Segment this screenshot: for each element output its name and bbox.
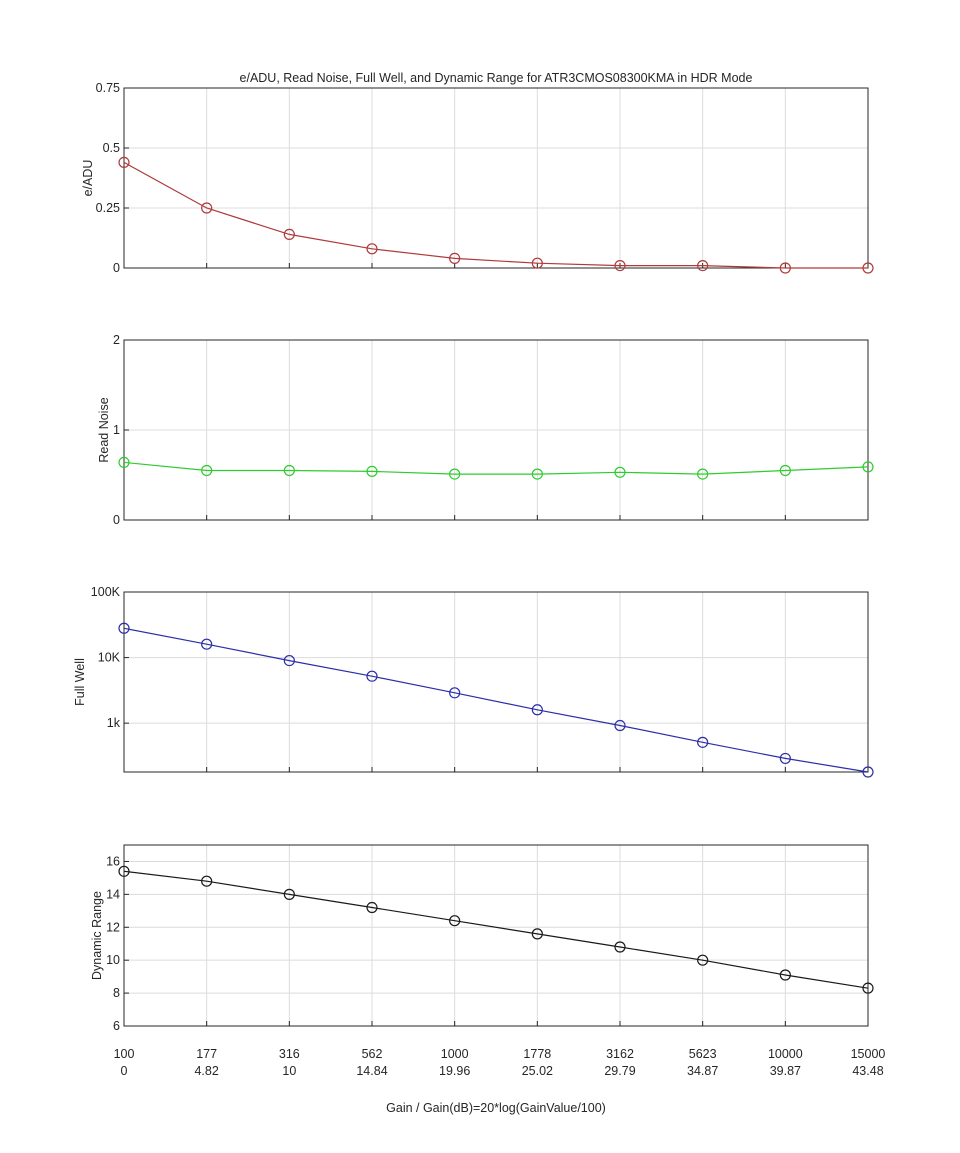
x-tick-label-db: 4.82 bbox=[194, 1064, 218, 1078]
dynamic-range-series-line bbox=[123, 870, 869, 989]
x-axis-label: Gain / Gain(dB)=20*log(GainValue/100) bbox=[386, 1101, 606, 1115]
e-adu-y-tick-label: 0.5 bbox=[103, 141, 120, 155]
x-tick-label-gain: 177 bbox=[196, 1047, 217, 1061]
e-adu-data-point bbox=[862, 262, 874, 274]
x-tick-label-db: 39.87 bbox=[770, 1064, 801, 1078]
e-adu-y-tick-label: 0.25 bbox=[96, 201, 120, 215]
read-noise-y-tick-label: 1 bbox=[113, 423, 120, 437]
full-well-y-tick-label: 1k bbox=[107, 716, 121, 730]
x-tick-label-gain: 3162 bbox=[606, 1047, 634, 1061]
dynamic-range-data-point bbox=[862, 982, 874, 994]
x-tick-label-db: 29.79 bbox=[604, 1064, 635, 1078]
e-adu-panel: 0 0.25 0.5 0.75 e/ADU bbox=[81, 81, 874, 275]
x-tick-labels: 100 177 316 562 1000 1778 3162 5623 10000 15000 0 4… bbox=[114, 1047, 886, 1078]
read-noise-data-point bbox=[862, 461, 874, 473]
x-tick-label-gain: 562 bbox=[362, 1047, 383, 1061]
dynamic-range-y-tick-label: 6 bbox=[113, 1019, 120, 1033]
dynamic-range-y-axis-label: Dynamic Range bbox=[90, 891, 104, 980]
full-well-y-tick-label: 100K bbox=[91, 585, 121, 599]
dynamic-range-data-point bbox=[614, 941, 626, 953]
read-noise-data-point bbox=[366, 465, 378, 477]
read-noise-data-point bbox=[283, 464, 295, 477]
full-well-data-point bbox=[614, 719, 626, 732]
e-adu-y-tick-label: 0.75 bbox=[96, 81, 120, 95]
e-adu-data-point bbox=[283, 228, 295, 240]
full-well-data-point bbox=[366, 670, 378, 682]
e-adu-y-tick-label: 0 bbox=[113, 261, 120, 275]
dynamic-range-data-point bbox=[779, 969, 791, 981]
x-tick-label-db: 43.48 bbox=[852, 1064, 883, 1078]
dynamic-range-y-tick-label: 16 bbox=[106, 854, 120, 868]
read-noise-series-line bbox=[123, 461, 869, 475]
full-well-data-point bbox=[779, 752, 791, 765]
full-well-data-point bbox=[531, 704, 543, 716]
full-well-data-point bbox=[697, 736, 709, 748]
read-noise-data-point bbox=[697, 468, 709, 480]
full-well-panel: 1k 10K 100K Full Well bbox=[73, 585, 874, 778]
e-adu-data-point bbox=[531, 257, 543, 269]
full-well-data-point bbox=[862, 766, 874, 778]
full-well-data-point bbox=[449, 687, 461, 699]
read-noise-data-point bbox=[118, 456, 130, 468]
read-noise-y-tick-label: 2 bbox=[113, 333, 120, 347]
e-adu-series-line bbox=[123, 161, 868, 269]
e-adu-data-point bbox=[614, 260, 626, 272]
full-well-data-point bbox=[283, 654, 295, 667]
dynamic-range-axes-box bbox=[123, 844, 869, 1027]
read-noise-data-point bbox=[614, 466, 626, 478]
e-adu-data-point bbox=[201, 202, 213, 214]
e-adu-data-point bbox=[779, 262, 791, 274]
dynamic-range-y-tick-label: 8 bbox=[113, 986, 120, 1000]
x-tick-label-db: 14.84 bbox=[356, 1064, 387, 1078]
dynamic-range-y-tick-label: 14 bbox=[106, 887, 120, 901]
x-tick-label-gain: 100 bbox=[114, 1047, 135, 1061]
read-noise-y-axis-label: Read Noise bbox=[97, 397, 111, 462]
x-tick-label-db: 25.02 bbox=[522, 1064, 553, 1078]
x-tick-label-db: 0 bbox=[121, 1064, 128, 1078]
dynamic-range-data-point bbox=[366, 901, 378, 914]
dynamic-range-data-point bbox=[531, 928, 543, 940]
read-noise-axes-box bbox=[123, 339, 869, 521]
dynamic-range-data-point bbox=[283, 888, 295, 900]
figure-title: e/ADU, Read Noise, Full Well, and Dynami… bbox=[240, 71, 753, 85]
read-noise-y-tick-label: 0 bbox=[113, 513, 120, 527]
full-well-data-point bbox=[201, 638, 213, 650]
dynamic-range-data-point bbox=[118, 865, 130, 877]
full-well-series-line bbox=[123, 627, 869, 773]
full-well-data-point bbox=[118, 622, 130, 634]
x-tick-label-gain: 5623 bbox=[689, 1047, 717, 1061]
dynamic-range-data-point bbox=[449, 915, 461, 927]
dynamic-range-panel: 6 8 10 12 14 16 Dynamic Range bbox=[90, 844, 874, 1033]
x-tick-label-gain: 1778 bbox=[523, 1047, 551, 1061]
dynamic-range-y-tick-label: 10 bbox=[106, 953, 120, 967]
x-tick-label-gain: 1000 bbox=[441, 1047, 469, 1061]
e-adu-data-point bbox=[449, 252, 461, 264]
x-tick-label-db: 19.96 bbox=[439, 1064, 470, 1078]
x-tick-label-db: 34.87 bbox=[687, 1064, 718, 1078]
full-well-y-tick-label: 10K bbox=[98, 651, 121, 665]
x-tick-label-gain: 316 bbox=[279, 1047, 300, 1061]
dynamic-range-data-point bbox=[697, 954, 709, 966]
e-adu-data-point bbox=[366, 243, 378, 255]
e-adu-y-axis-label: e/ADU bbox=[81, 160, 95, 197]
x-tick-label-db: 10 bbox=[282, 1064, 296, 1078]
read-noise-panel: 0 1 2 Read Noise bbox=[97, 333, 874, 527]
full-well-y-axis-label: Full Well bbox=[73, 658, 87, 706]
e-adu-data-point bbox=[697, 260, 709, 272]
dynamic-range-y-tick-label: 12 bbox=[106, 920, 120, 934]
x-tick-label-gain: 10000 bbox=[768, 1047, 803, 1061]
read-noise-data-point bbox=[449, 468, 461, 480]
read-noise-data-point bbox=[201, 464, 213, 477]
read-noise-data-point bbox=[779, 464, 791, 477]
dynamic-range-data-point bbox=[201, 875, 213, 887]
x-tick-label-gain: 15000 bbox=[851, 1047, 886, 1061]
e-adu-axes-box bbox=[123, 87, 869, 269]
read-noise-data-point bbox=[531, 468, 543, 480]
e-adu-data-point bbox=[118, 156, 130, 168]
full-well-axes-box bbox=[123, 591, 869, 773]
